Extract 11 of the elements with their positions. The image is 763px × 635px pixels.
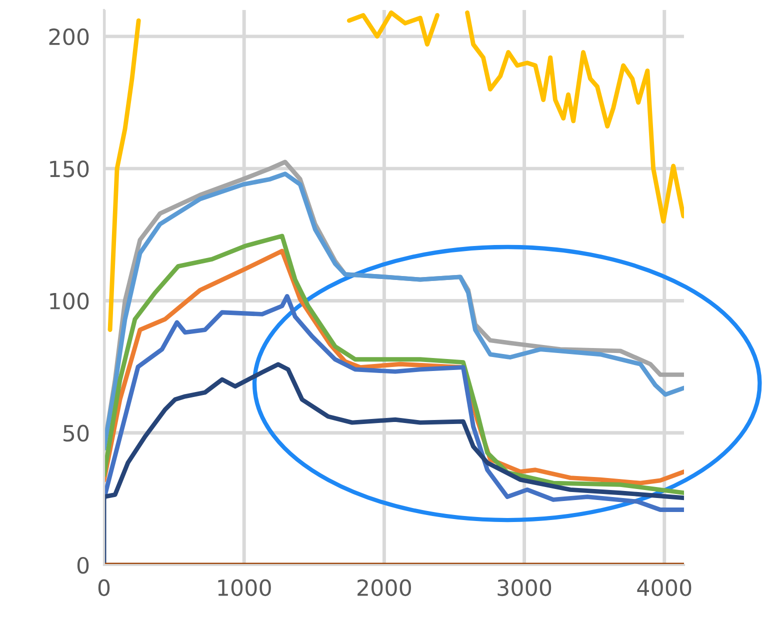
- x-tick-label: 0: [98, 579, 110, 596]
- y-tick-label: 0: [77, 556, 89, 574]
- line-series: [104, 294, 684, 512]
- y-tick-label: 50: [64, 424, 89, 442]
- x-tick-label: 2000: [358, 579, 411, 596]
- x-tick-label: 1000: [218, 579, 271, 596]
- y-tick-label: 100: [50, 292, 89, 310]
- x-tick-label: 4000: [637, 579, 692, 596]
- y-tick-label: 200: [49, 28, 89, 46]
- y-tick-label: 150: [50, 160, 89, 178]
- x-tick-label: 3000: [498, 579, 552, 596]
